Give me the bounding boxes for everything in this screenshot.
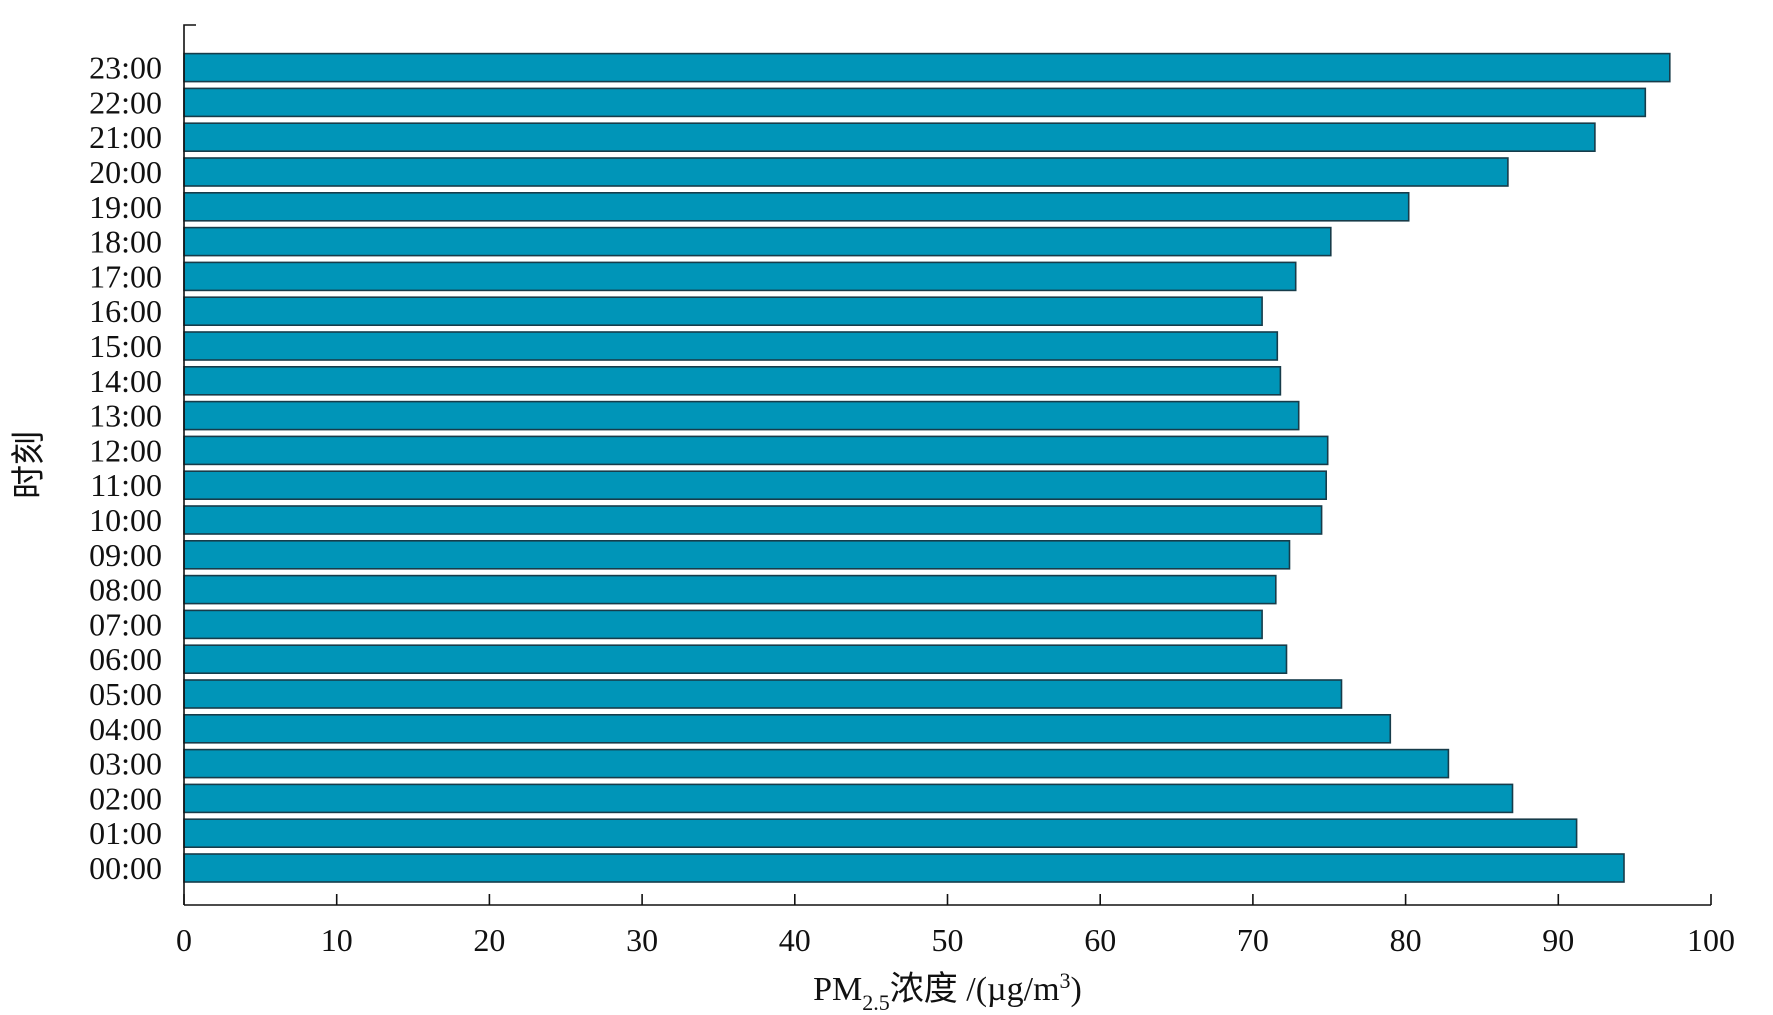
x-axis-title-superscript: 3 bbox=[1060, 968, 1071, 993]
x-tick-label: 0 bbox=[176, 922, 192, 958]
y-tick-label: 19:00 bbox=[89, 189, 162, 225]
x-tick-label: 40 bbox=[779, 922, 811, 958]
x-tick-label: 50 bbox=[932, 922, 964, 958]
y-tick-label: 02:00 bbox=[89, 780, 162, 816]
x-axis-title: PM2.5浓度 /(µg/m3) bbox=[813, 968, 1082, 1015]
bar-series bbox=[183, 52, 1671, 883]
bar-0600 bbox=[183, 644, 1288, 675]
bar-0200 bbox=[183, 783, 1514, 814]
bar-2000 bbox=[183, 157, 1509, 187]
y-tick-label: 09:00 bbox=[89, 537, 162, 573]
x-tick-label: 10 bbox=[321, 922, 353, 958]
x-axis-title-prefix: PM bbox=[813, 971, 862, 1008]
y-tick-label: 03:00 bbox=[89, 746, 162, 782]
x-axis-title-suffix: ) bbox=[1071, 971, 1082, 1008]
y-tick-label: 00:00 bbox=[89, 850, 162, 886]
y-tick-label: 15:00 bbox=[89, 328, 162, 364]
y-tick-label: 20:00 bbox=[89, 154, 162, 190]
bar-1500 bbox=[183, 331, 1279, 361]
bar-1600 bbox=[183, 296, 1263, 327]
bar-1400 bbox=[183, 365, 1282, 396]
y-tick-label: 21:00 bbox=[89, 119, 162, 155]
x-axis-title-subscript: 2.5 bbox=[862, 990, 890, 1015]
bar-2200 bbox=[183, 87, 1647, 118]
y-axis-tick-labels: 00:0001:0002:0003:0004:0005:0006:0007:00… bbox=[89, 50, 162, 886]
y-tick-label: 23:00 bbox=[89, 50, 162, 86]
x-tick-label: 30 bbox=[626, 922, 658, 958]
y-tick-label: 18:00 bbox=[89, 224, 162, 260]
y-tick-label: 14:00 bbox=[89, 363, 162, 399]
bar-2300 bbox=[183, 52, 1671, 83]
bar-0800 bbox=[183, 574, 1277, 605]
y-tick-label: 04:00 bbox=[89, 711, 162, 747]
y-tick-label: 12:00 bbox=[89, 432, 162, 468]
x-tick-label: 20 bbox=[473, 922, 505, 958]
y-tick-label: 01:00 bbox=[89, 815, 162, 851]
bar-0100 bbox=[183, 818, 1578, 849]
y-tick-label: 13:00 bbox=[89, 398, 162, 434]
bar-0700 bbox=[183, 609, 1263, 640]
y-tick-label: 17:00 bbox=[89, 258, 162, 294]
y-tick-label: 10:00 bbox=[89, 502, 162, 538]
x-axis-ticks: 0 10 20 30 40 50 60 70 80 90 100 bbox=[176, 894, 1735, 958]
bar-0000 bbox=[183, 853, 1625, 883]
bar-1200 bbox=[183, 435, 1329, 466]
bar-2100 bbox=[183, 122, 1596, 152]
bar-1000 bbox=[183, 505, 1323, 535]
x-tick-label: 90 bbox=[1542, 922, 1574, 958]
x-axis-title-middle: 浓度 /(µg/m bbox=[890, 970, 1060, 1008]
y-tick-label: 22:00 bbox=[89, 84, 162, 120]
y-tick-label: 11:00 bbox=[90, 467, 162, 503]
bar-1700 bbox=[183, 261, 1297, 292]
bar-0300 bbox=[183, 748, 1450, 779]
y-tick-label: 16:00 bbox=[89, 293, 162, 329]
bar-1100 bbox=[183, 470, 1327, 501]
bar-1900 bbox=[183, 192, 1410, 222]
y-tick-label: 08:00 bbox=[89, 572, 162, 608]
y-axis-title: 时刻 bbox=[10, 431, 48, 499]
bar-0900 bbox=[183, 539, 1291, 570]
x-tick-label: 100 bbox=[1687, 922, 1735, 958]
bar-1800 bbox=[183, 226, 1332, 257]
x-tick-label: 60 bbox=[1084, 922, 1116, 958]
bar-1300 bbox=[183, 400, 1300, 431]
y-tick-label: 05:00 bbox=[89, 676, 162, 712]
y-tick-label: 07:00 bbox=[89, 606, 162, 642]
x-tick-label: 80 bbox=[1390, 922, 1422, 958]
y-axis-line bbox=[183, 24, 196, 905]
bar-0500 bbox=[183, 679, 1343, 709]
y-tick-label: 06:00 bbox=[89, 641, 162, 677]
bar-0400 bbox=[183, 713, 1392, 744]
x-tick-label: 70 bbox=[1237, 922, 1269, 958]
